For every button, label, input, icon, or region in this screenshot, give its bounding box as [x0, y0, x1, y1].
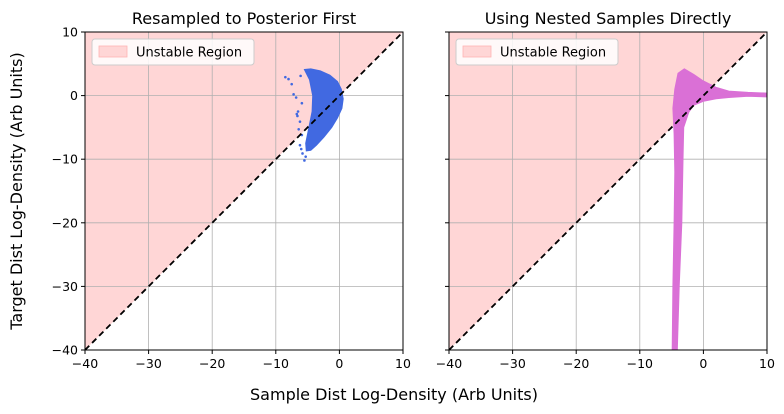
x-axis-label: Sample Dist Log-Density (Arb Units)	[250, 385, 538, 404]
diagonal-line	[85, 32, 403, 350]
legend-label: Unstable Region	[136, 46, 242, 61]
legend: Unstable Region	[91, 38, 255, 66]
x-tick-label: −40	[72, 356, 98, 371]
right-panel: −40 −30 −20 −10 0 10 Using Nested Samples Dire…	[436, 9, 775, 371]
scatter-point	[298, 143, 302, 147]
scatter-point	[287, 77, 290, 81]
y-tick-label: −40	[52, 343, 78, 358]
x-tick-label: −30	[135, 356, 161, 371]
x-tick-label: 0	[335, 356, 343, 371]
legend-box	[455, 38, 619, 66]
y-tick-label: −30	[52, 279, 78, 294]
scatter-point	[284, 75, 287, 79]
x-tick-label: −20	[563, 356, 589, 371]
scatter-point	[300, 101, 304, 105]
x-tick-label: −10	[263, 356, 289, 371]
scatter-point	[299, 74, 302, 78]
plot-frame	[448, 31, 768, 351]
y-tick-label: −10	[52, 152, 78, 167]
legend-box	[91, 38, 255, 66]
scatter-point	[304, 155, 307, 158]
scatter-point	[301, 152, 304, 155]
legend: Unstable Region	[455, 38, 619, 66]
scatter-point	[292, 93, 295, 96]
x-tick-label: 10	[759, 356, 775, 371]
y-tick-label: −20	[52, 215, 78, 230]
y-axis-label: Target Dist Log-Density (Arb Units)	[7, 52, 26, 330]
left-panel: −40 −30 −20 −10 0 10 −40 −30 −20 −10 0 10 Resampled …	[52, 9, 411, 371]
x-tick-label: 0	[699, 356, 707, 371]
scatter-point	[296, 110, 300, 113]
x-tick-label: −30	[499, 356, 525, 371]
legend-swatch	[462, 45, 492, 58]
x-tick-label: −20	[199, 356, 225, 371]
scatter-point	[294, 96, 298, 99]
scatter-point	[299, 147, 303, 151]
scatter-point	[297, 128, 300, 131]
scatter-series	[284, 68, 344, 162]
diagonal-line	[449, 32, 767, 350]
chart-title: Using Nested Samples Directly	[485, 9, 732, 28]
scatter-point	[295, 112, 299, 116]
x-tick-label: 10	[395, 356, 411, 371]
y-tick-label: 10	[62, 25, 78, 40]
legend-swatch	[98, 45, 128, 58]
x-tick-label: −10	[627, 356, 653, 371]
plot-frame	[84, 31, 404, 351]
scatter-cloud	[671, 68, 767, 350]
scatter-point	[290, 82, 294, 86]
scatter-point	[303, 159, 306, 162]
scatter-point	[298, 120, 302, 123]
y-tick-label: 0	[70, 88, 78, 103]
chart-title: Resampled to Posterior First	[132, 9, 356, 28]
legend-label: Unstable Region	[500, 46, 606, 61]
scatter-series	[671, 68, 767, 350]
x-tick-label: −40	[436, 356, 462, 371]
scatter-cloud	[303, 68, 344, 152]
